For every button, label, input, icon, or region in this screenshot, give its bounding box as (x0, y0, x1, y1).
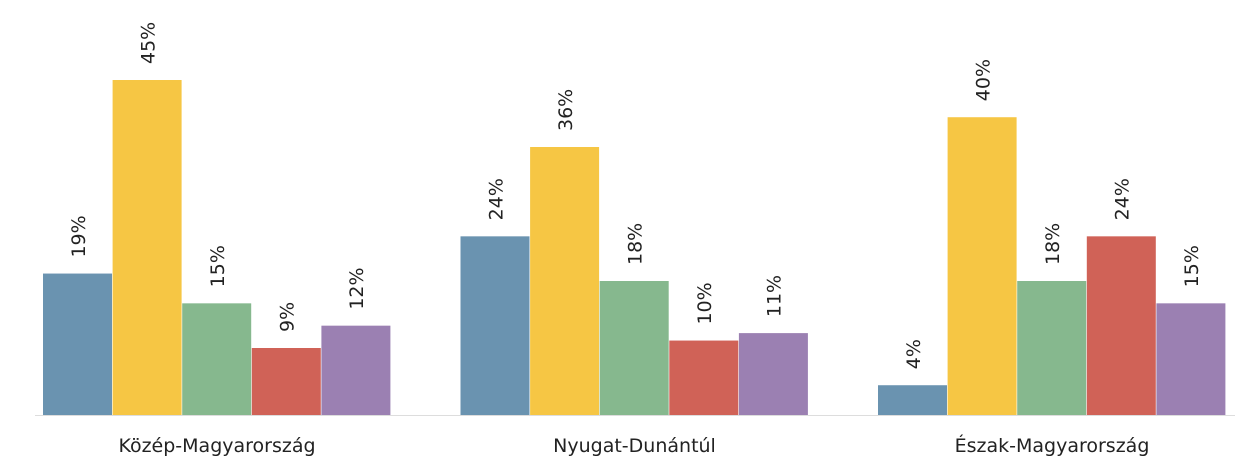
bar (460, 236, 530, 415)
bar (321, 325, 391, 415)
bar (1156, 303, 1226, 415)
x-tick-label: Észak-Magyarország (955, 434, 1150, 457)
data-label: 24% (1112, 178, 1134, 220)
bar (878, 385, 947, 415)
x-tick-label: Nyugat-Dunántúl (553, 435, 716, 457)
data-label: 15% (207, 245, 229, 287)
bar (251, 348, 321, 415)
data-label: 10% (694, 282, 716, 324)
data-label: 18% (1042, 223, 1064, 265)
data-label: 9% (277, 302, 299, 332)
bar (1086, 236, 1156, 415)
data-label: 15% (1181, 245, 1203, 287)
data-label: 11% (764, 275, 786, 317)
bar (669, 340, 739, 415)
data-label: 4% (903, 339, 925, 369)
data-label: 12% (346, 267, 368, 309)
bar (947, 117, 1017, 415)
bar (1017, 281, 1087, 415)
bar (599, 281, 669, 415)
bar (182, 303, 252, 415)
data-label: 45% (137, 22, 159, 64)
data-label: 36% (555, 89, 577, 131)
data-label: 18% (625, 223, 647, 265)
data-label: 40% (972, 59, 994, 101)
bar (738, 333, 808, 415)
x-tick-label: Közép-Magyarország (118, 435, 315, 457)
bar (530, 147, 600, 415)
bar (112, 80, 182, 415)
data-label: 24% (485, 178, 507, 220)
bar (43, 273, 112, 415)
data-label: 19% (68, 215, 90, 257)
